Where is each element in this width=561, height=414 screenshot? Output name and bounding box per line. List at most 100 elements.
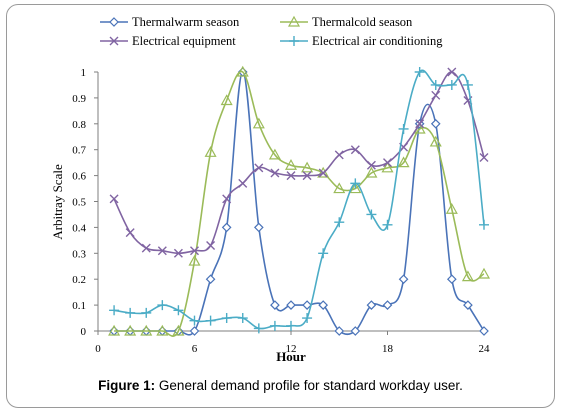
data-point [220,94,233,106]
data-point [124,324,137,336]
data-point [430,118,441,129]
tick-labels: 0 0.1 0.2 0.3 0.4 0.5 0.6 0.7 0.8 0.9 1 0 6 12 18 24 [72,67,490,355]
y-tick-label: 0.2 [72,274,86,286]
legend-item: Electrical air conditioning [280,34,443,48]
data-point [318,168,328,178]
data-point [236,65,249,77]
data-point [398,274,409,285]
data-point [270,168,280,178]
data-point [317,166,330,178]
data-point [156,324,169,336]
data-point [252,117,265,129]
data-point [190,246,199,256]
legend-swatch-marker [287,15,301,27]
legend-item: Thermalcold season [280,15,413,29]
data-point [366,209,377,220]
x-tick-label: 18 [382,343,394,355]
data-point [157,300,168,311]
data-point [253,323,264,334]
legend-item: Electrical equipment [100,34,236,48]
data-point [398,123,409,134]
data-point [270,300,280,310]
series-thermalcold-season [108,65,491,337]
data-point [141,307,152,318]
data-point [415,119,425,129]
caption-label: Figure 1: [98,378,156,393]
data-point [414,67,425,77]
data-point [221,313,232,324]
data-point [350,326,361,336]
data-point [108,324,121,336]
data-point [366,300,377,310]
data-point [141,243,151,253]
data-point [125,228,135,238]
y-tick-label: 0.1 [72,300,86,312]
x-tick-label: 6 [192,343,198,355]
data-point [189,315,200,326]
data-point [318,248,329,259]
data-point [430,79,441,90]
data-point [479,219,489,230]
x-axis-title: Hour [276,349,306,364]
data-point [286,300,296,310]
legend-label: Thermalwarm season [132,15,240,29]
data-point [477,267,491,279]
figure-caption: Figure 1: General demand profile for sta… [0,378,561,393]
data-point [333,182,346,194]
data-point [205,315,216,326]
data-point [462,79,473,90]
data-point [221,222,232,233]
data-point [381,161,394,173]
data-point [125,307,136,318]
y-tick-label: 0 [81,326,87,338]
data-point [189,326,200,336]
data-point [269,320,280,331]
data-point [188,254,201,266]
data-point [446,79,457,90]
caption-text: General demand profile for standard work… [155,378,463,393]
data-point [286,320,296,331]
x-tick-label: 24 [479,343,491,355]
legend-label: Thermalcold season [312,15,413,29]
data-point [479,152,489,162]
data-point [286,171,296,181]
series-line [114,70,485,337]
legend-swatch-marker [109,17,119,27]
data-point [334,217,345,228]
series-electrical-air-conditioning [109,67,489,334]
series-thermalwarm-season [109,67,489,336]
data-point [429,135,442,147]
y-tick-label: 0.8 [72,119,86,131]
data-point [284,159,298,170]
series [108,65,491,337]
data-point [463,300,473,310]
y-tick-label: 0.7 [72,145,86,157]
data-point [382,219,393,230]
legend-swatch-marker [109,36,119,46]
data-point [382,300,393,310]
data-point [461,270,474,282]
data-point [445,203,458,214]
x-tick-label: 0 [95,343,101,355]
data-point [238,178,248,188]
data-point [301,161,314,173]
data-point [237,313,248,324]
y-axis-title: Arbitray Scale [50,164,65,240]
data-point [365,166,378,178]
data-point [446,274,457,285]
data-point [334,326,345,336]
data-point [349,182,362,194]
y-tick-label: 0.6 [72,171,86,183]
y-tick-label: 1 [81,67,87,79]
data-point [397,156,410,168]
data-point [253,222,264,233]
data-point [205,274,216,285]
data-point [222,194,232,204]
data-point [302,300,312,310]
data-point [109,305,120,316]
data-point [350,145,360,155]
legend-item: Thermalwarm season [100,15,240,29]
data-point [157,246,167,256]
data-point [173,248,183,258]
